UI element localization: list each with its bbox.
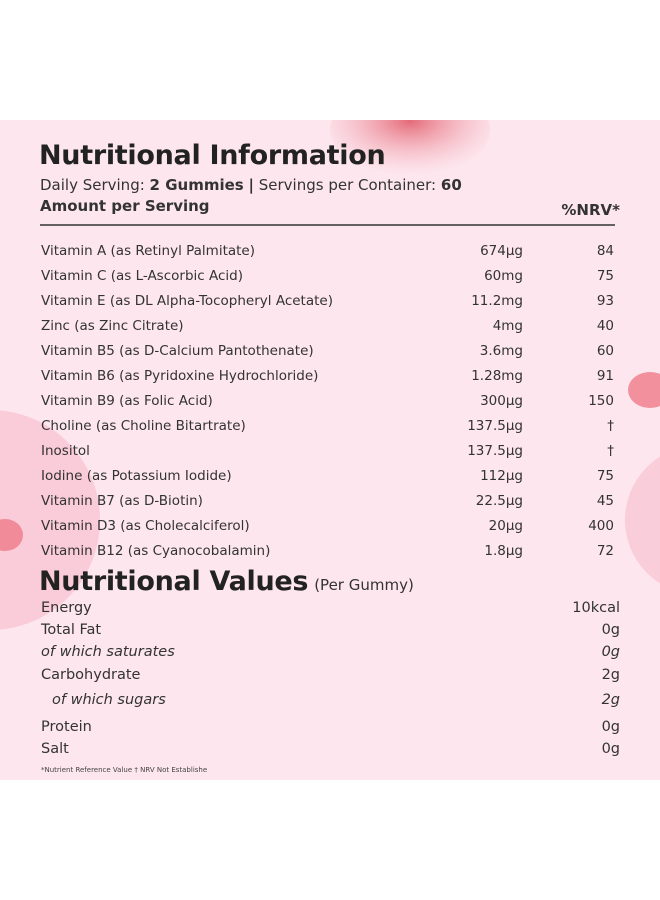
- nutrient-name: Vitamin B7 (as D-Biotin): [41, 493, 203, 509]
- nutrient-amount: 137.5µg: [467, 418, 523, 434]
- nutrient-amount: 3.6mg: [479, 343, 523, 359]
- nutrient-nrv: 150: [588, 393, 614, 409]
- nutrient-name: Inositol: [41, 443, 90, 459]
- nutrient-amount: 1.8µg: [484, 543, 523, 559]
- title: Nutritional Information: [39, 140, 386, 171]
- label-panel: [0, 120, 660, 780]
- value-amount: 10kcal: [572, 600, 620, 616]
- nutrient-amount: 112µg: [480, 468, 523, 484]
- nutrient-name: Iodine (as Potassium Iodide): [41, 468, 232, 484]
- nutrient-amount: 1.28mg: [471, 368, 523, 384]
- nutrient-amount: 300µg: [480, 393, 523, 409]
- nutrient-amount: 60mg: [484, 268, 523, 284]
- serving-text: 60: [440, 176, 462, 194]
- circle: [0, 410, 100, 630]
- decorations: [0, 120, 660, 630]
- value-name: Total Fat: [41, 622, 102, 638]
- value-amount: 0g: [601, 719, 620, 735]
- value-name: Salt: [41, 741, 69, 757]
- nutrient-amount: 20µg: [488, 518, 523, 534]
- nrv-label: %NRV*: [561, 201, 620, 219]
- serving-text: 2 Gummies: [149, 176, 244, 194]
- blob: [0, 519, 23, 551]
- nutrient-name: Vitamin A (as Retinyl Palmitate): [41, 243, 255, 259]
- serving-text: |: [248, 176, 254, 194]
- values-subtitle: (Per Gummy): [314, 576, 414, 594]
- nutrient-amount: 674µg: [480, 243, 523, 259]
- values-title: Nutritional Values: [39, 566, 309, 597]
- nutrient-nrv: †: [607, 443, 614, 459]
- blob: [330, 120, 490, 175]
- value-amount: 0g: [601, 644, 620, 660]
- nutrient-name: Vitamin B5 (as D-Calcium Pantothenate): [41, 343, 314, 359]
- value-amount: 0g: [601, 741, 620, 757]
- blob: [628, 372, 660, 408]
- nutrient-name: Zinc (as Zinc Citrate): [41, 318, 184, 334]
- circle: [625, 456, 660, 584]
- value-name: of which saturates: [41, 644, 175, 660]
- serving-line: Daily Serving: 2 Gummies | Servings per …: [40, 176, 462, 194]
- nutrient-nrv: 75: [596, 268, 614, 284]
- nutrient-name: Vitamin B6 (as Pyridoxine Hydrochloride): [41, 368, 319, 384]
- serving-text: Servings per Container:: [258, 176, 437, 194]
- value-amount: 2g: [601, 667, 620, 683]
- nutrient-nrv: 84: [596, 243, 614, 259]
- value-name: of which sugars: [52, 692, 166, 708]
- nutrient-name: Choline (as Choline Bitartrate): [41, 418, 246, 434]
- values-heading: Nutritional Values (Per Gummy): [39, 566, 414, 597]
- nutrient-name: Vitamin B9 (as Folic Acid): [41, 393, 213, 409]
- serving-text: Daily Serving:: [40, 176, 145, 194]
- nutrient-nrv: 45: [596, 493, 614, 509]
- nutrient-nrv: 93: [596, 293, 614, 309]
- nutrient-nrv: 72: [596, 543, 614, 559]
- nutrient-amount: 11.2mg: [471, 293, 523, 309]
- nutrient-name: Vitamin B12 (as Cyanocobalamin): [41, 543, 271, 559]
- value-amount: 2g: [601, 692, 620, 708]
- nutrient-name: Vitamin C (as L-Ascorbic Acid): [41, 268, 243, 284]
- nutrient-nrv: 75: [596, 468, 614, 484]
- value-name: Carbohydrate: [41, 667, 141, 683]
- value-name: Energy: [41, 600, 92, 616]
- nutrient-nrv: 60: [596, 343, 614, 359]
- footnote: *Nutrient Reference Value † NRV Not Esta…: [41, 766, 208, 774]
- nutrient-amount: 4mg: [492, 318, 523, 334]
- nutrient-nrv: 40: [596, 318, 614, 334]
- nutrient-name: Vitamin D3 (as Cholecalciferol): [41, 518, 250, 534]
- amount-label: Amount per Serving: [40, 197, 210, 215]
- nutrient-name: Vitamin E (as DL Alpha-Tocopheryl Acetat…: [41, 293, 333, 309]
- value-amount: 0g: [601, 622, 620, 638]
- nutrient-nrv: 400: [588, 518, 614, 534]
- value-name: Protein: [41, 719, 92, 735]
- nutrient-amount: 22.5µg: [475, 493, 523, 509]
- nutrient-nrv: 91: [596, 368, 614, 384]
- nutrient-nrv: †: [607, 418, 614, 434]
- nutrient-amount: 137.5µg: [467, 443, 523, 459]
